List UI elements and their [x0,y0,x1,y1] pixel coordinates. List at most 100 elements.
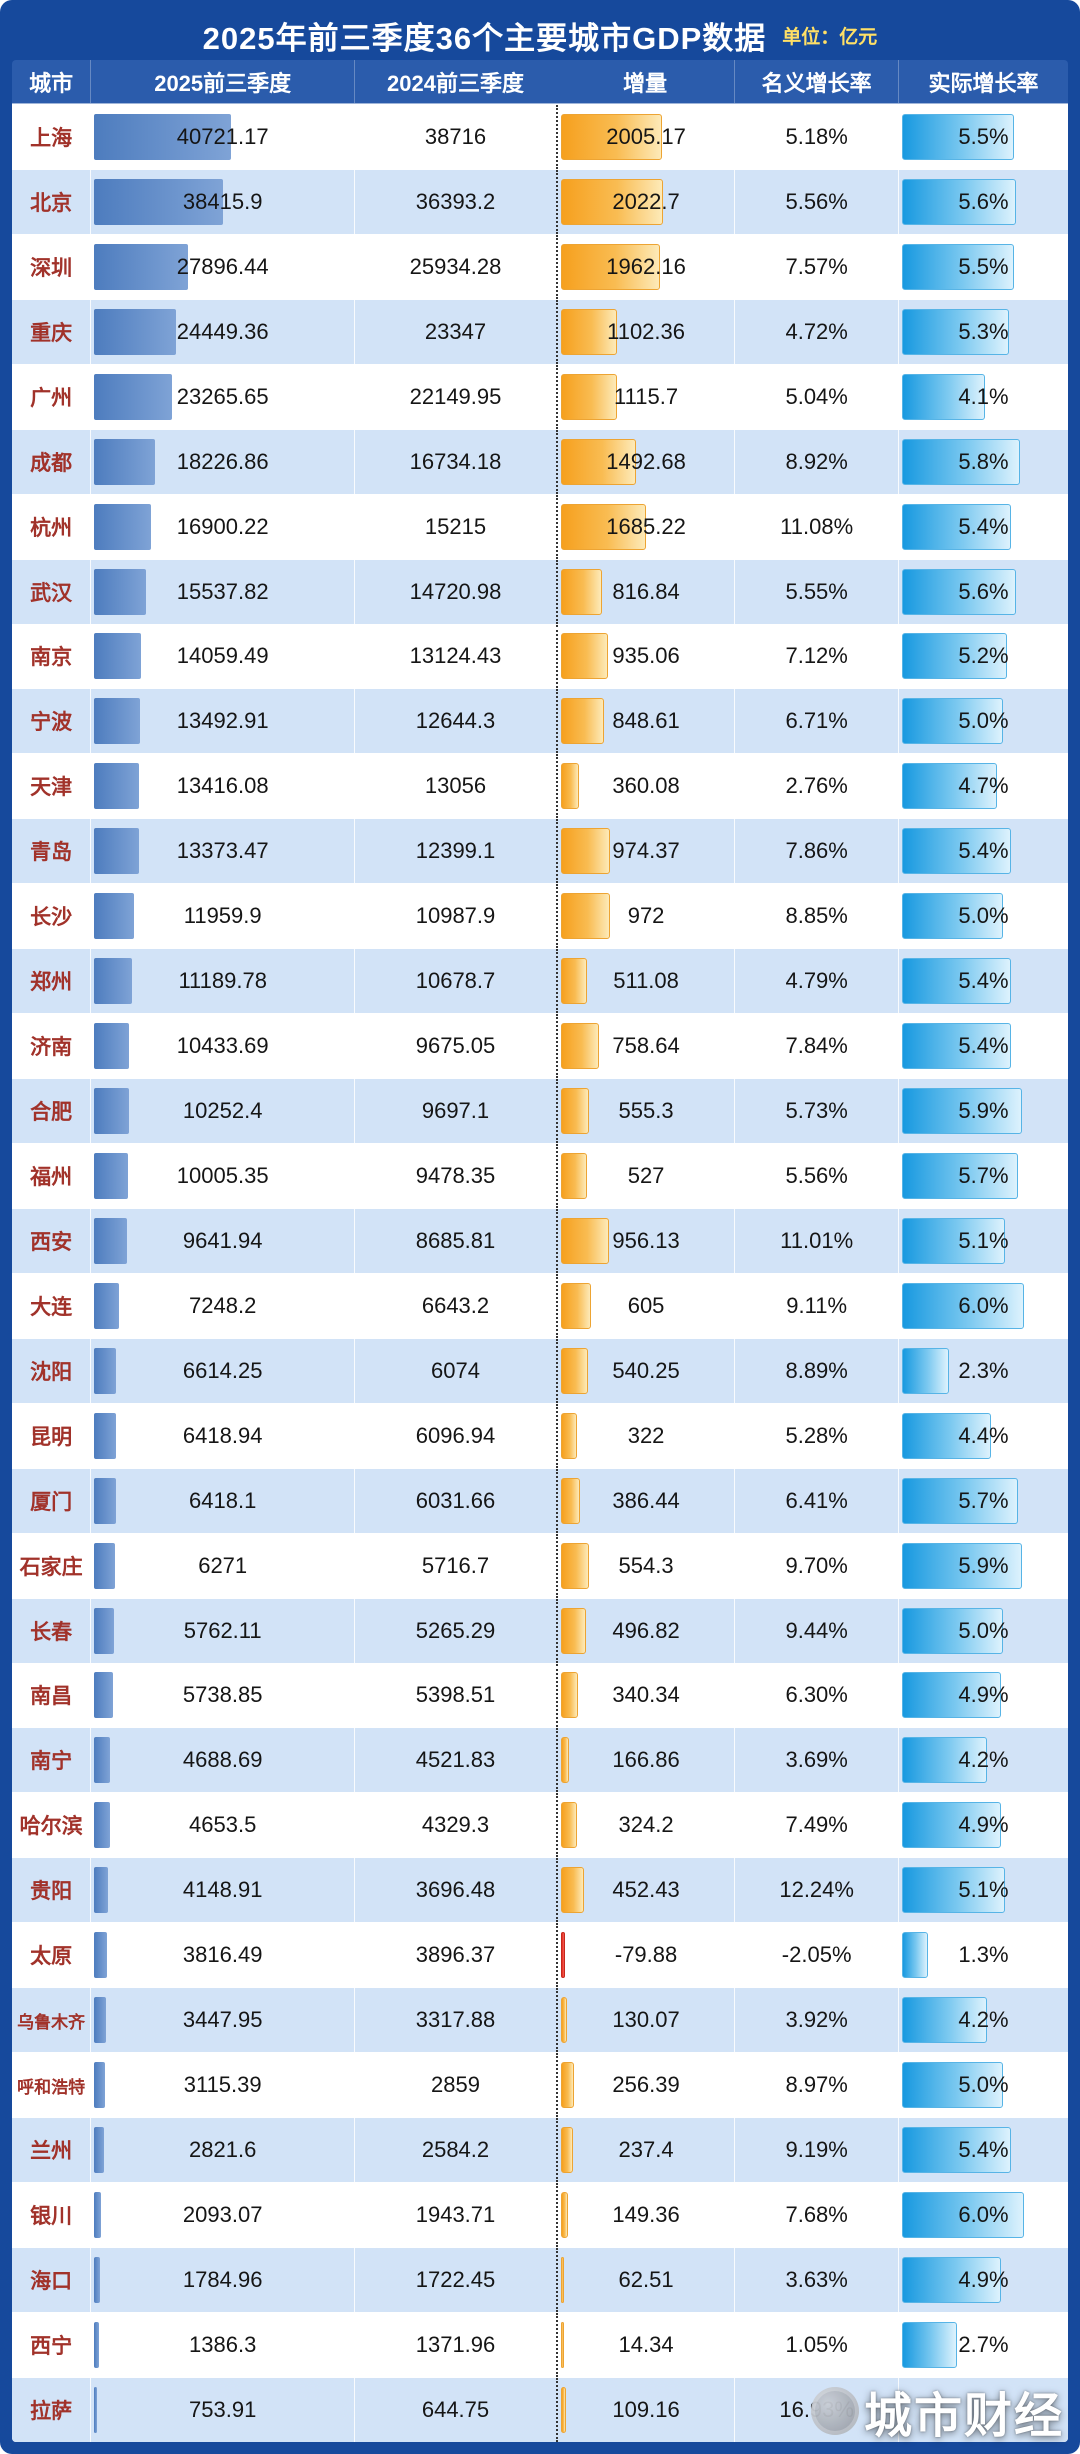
table-row: 南昌 5738.85 5398.51 340.34 6.30% 4.9% [12,1662,1068,1728]
delta-value: -79.88 [614,1942,678,1968]
real-growth-cell: 5.4% [899,949,1068,1013]
gdp-2025-value: 24449.36 [176,318,269,344]
real-growth-value: 4.4% [958,1422,1009,1448]
nominal-growth-value: 5.04% [785,383,848,409]
nominal-growth-value: 4.79% [785,968,848,994]
gdp-2025-cell: 3816.49 [91,1923,356,1988]
gdp-2025-value: 10433.69 [176,1033,269,1059]
real-growth-value: 6.0% [958,2201,1009,2227]
real-growth-value: 5.1% [958,1227,1009,1253]
nominal-growth-cell: 8.97% [735,2053,899,2118]
gdp-2025-value: 6271 [198,1552,248,1578]
gdp-2025-cell: 7248.2 [91,1273,356,1338]
gdp-2025-value: 4653.5 [189,1812,257,1838]
nominal-growth-cell: 5.04% [735,364,899,429]
gdp-2024-value: 6643.2 [421,1292,490,1318]
city-name: 重庆 [30,321,73,345]
nominal-growth-cell: 5.56% [735,169,899,234]
nominal-growth-value: 8.89% [785,1357,848,1383]
nominal-growth-cell: 5.18% [735,105,899,169]
gdp-2025-bar [94,828,140,875]
city-name: 杭州 [30,516,73,540]
gdp-2024-value: 38716 [424,123,487,149]
gdp-2025-value: 10005.35 [176,1162,269,1188]
real-growth-value: 4.2% [958,1747,1009,1773]
real-growth-bar [902,1217,1006,1264]
real-growth-value: 5.7% [958,1487,1009,1513]
city-name: 天津 [30,776,73,800]
gdp-2025-bar [94,1412,116,1459]
gdp-2025-cell: 13373.47 [91,819,356,884]
gdp-2025-value: 11189.78 [178,968,267,994]
delta-cell: 555.3 [555,1079,736,1143]
real-growth-value: 4.2% [958,2007,1009,2033]
gdp-2024-value: 25934.28 [409,253,502,279]
gdp-2024-cell: 3696.48 [355,1858,556,1922]
city-name: 海口 [30,2269,73,2293]
nominal-growth-cell: 11.08% [735,494,899,559]
gdp-2024-value: 6031.66 [415,1487,496,1513]
delta-value: 605 [627,1292,665,1318]
delta-bar [560,1412,578,1459]
delta-cell: 452.43 [555,1858,736,1923]
gdp-2025-bar [94,178,224,225]
header-gdp-2024: 2024前三季度 [387,70,524,96]
gdp-2025-bar [94,2256,101,2303]
nominal-growth-value: 3.63% [785,2266,848,2292]
real-growth-bar [902,633,1008,680]
gdp-2024-cell: 6074 [355,1339,556,1403]
delta-bar [560,1282,592,1329]
delta-bar [560,2191,569,2238]
real-growth-value: 5.0% [958,1617,1009,1643]
gdp-2025-cell: 24449.36 [91,299,356,364]
real-growth-bar [902,438,1020,485]
gdp-2024-value: 9675.05 [415,1033,496,1059]
table-row: 南宁 4688.69 4521.83 166.86 3.69% 4.2% [12,1727,1068,1793]
gdp-2025-bar [94,2191,102,2238]
gdp-2024-value: 1943.71 [415,2201,496,2227]
gdp-2024-value: 3896.37 [415,1942,496,1968]
real-growth-value: 5.0% [958,2072,1009,2098]
nominal-growth-value: 8.92% [785,448,848,474]
delta-cell: 848.61 [555,689,736,754]
nominal-growth-value: 2.76% [785,773,848,799]
delta-cell: 1492.68 [555,429,736,494]
city-cell: 西安 [12,1208,92,1273]
city-cell: 广州 [12,364,92,429]
delta-cell: 324.2 [555,1793,736,1858]
watermark-logo-icon [810,2387,859,2435]
delta-value: 340.34 [612,1682,680,1708]
city-cell: 成都 [12,429,92,494]
nominal-growth-value: -2.05% [781,1942,852,1968]
gdp-2025-value: 13492.91 [176,708,269,734]
gdp-2024-cell: 644.75 [355,2378,556,2442]
gdp-2025-cell: 6271 [91,1533,356,1598]
real-growth-cell: 2.3% [899,1339,1068,1403]
nominal-growth-cell: 1.05% [735,2312,899,2377]
real-growth-value: 5.4% [958,2137,1009,2163]
gdp-2025-bar [94,2062,105,2109]
gdp-2025-cell: 10005.35 [91,1144,356,1208]
gdp-2025-cell: 15537.82 [91,559,356,624]
gdp-2024-value: 4521.83 [415,1747,496,1773]
real-growth-bar [902,2191,1024,2238]
gdp-2024-cell: 8685.81 [355,1209,556,1273]
city-cell: 贵阳 [12,1858,92,1923]
city-name: 南宁 [30,1750,73,1774]
gdp-2025-cell: 753.91 [91,2377,356,2442]
gdp-2024-value: 14720.98 [409,578,502,604]
delta-bar [560,1217,610,1264]
nominal-growth-cell: 8.89% [735,1338,899,1403]
city-name: 成都 [30,451,73,475]
city-cell: 上海 [12,105,92,169]
table-row: 呼和浩特 3115.39 2859 256.39 8.97% 5.0% [12,2052,1068,2118]
gdp-2024-cell: 1943.71 [355,2183,556,2247]
gdp-2025-value: 23265.65 [176,383,269,409]
real-growth-bar [902,1023,1012,1070]
nominal-growth-cell: 5.28% [735,1403,899,1468]
table-row: 乌鲁木齐 3447.95 3317.88 130.07 3.92% 4.2% [12,1987,1068,2053]
delta-bar [560,1088,589,1135]
city-cell: 拉萨 [12,2377,92,2442]
gdp-2025-bar [94,1347,117,1394]
delta-value: 237.4 [618,2137,674,2163]
